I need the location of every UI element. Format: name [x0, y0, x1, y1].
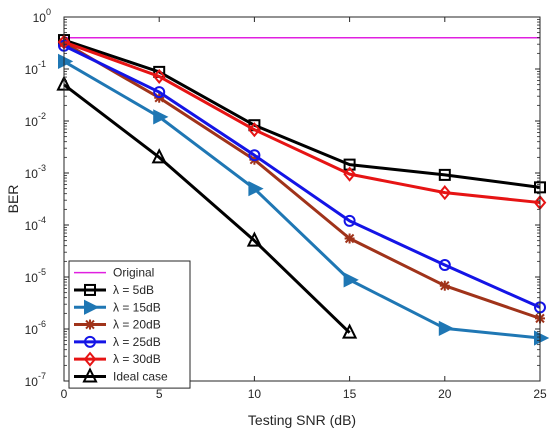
legend-entry: Original	[74, 266, 154, 280]
y-tick-exponent: -5	[38, 267, 46, 277]
data-point	[438, 185, 452, 201]
series-line	[63, 40, 541, 205]
data-point	[439, 280, 450, 291]
axes-box	[63, 16, 541, 382]
asterisk-stroke	[85, 319, 95, 330]
series-layer	[56, 34, 550, 346]
data-point	[246, 231, 263, 247]
legend-label: λ = 30dB	[113, 352, 161, 366]
data-point	[343, 166, 356, 182]
data-point	[341, 323, 358, 339]
legend-entry: λ = 15dB	[74, 299, 161, 315]
series-5	[57, 34, 547, 211]
legend-entry: Ideal case	[74, 367, 168, 383]
data-point	[248, 149, 261, 162]
x-tick-label: 5	[156, 387, 163, 401]
y-tick-exponent: -1	[38, 59, 46, 69]
legend-entry: λ = 5dB	[74, 283, 154, 297]
series-line	[63, 44, 541, 309]
data-point	[438, 168, 451, 181]
legend-label: λ = 25dB	[113, 335, 161, 349]
legend-label: λ = 5dB	[113, 283, 154, 297]
legend-entry: λ = 25dB	[74, 335, 161, 349]
legend-marker	[84, 299, 100, 315]
data-point	[248, 122, 261, 138]
x-tick-label: 10	[248, 387, 262, 401]
x-tick-label: 15	[343, 387, 357, 401]
data-point	[152, 68, 166, 84]
data-point	[58, 53, 74, 70]
x-tick-label: 0	[61, 387, 68, 401]
legend-marker	[83, 351, 97, 367]
legend-label: λ = 15dB	[113, 300, 161, 314]
legend-label: Original	[113, 266, 154, 280]
legend-marker	[84, 335, 96, 348]
data-point	[153, 86, 166, 99]
data-point	[534, 330, 550, 346]
series-1	[58, 34, 546, 194]
x-tick-label: 20	[438, 387, 452, 401]
legend-entry: λ = 20dB	[74, 318, 161, 332]
series-line	[63, 38, 541, 189]
legend: Original λ = 5dB λ = 15dB λ = 20dB λ = 25dB λ…	[68, 260, 191, 389]
x-axis-label: Testing SNR (dB)	[248, 412, 356, 428]
data-point	[153, 109, 169, 125]
x-tick-label: 25	[533, 387, 547, 401]
x-axis: 0 5 10 15 20 25	[61, 17, 547, 401]
legend-marker	[85, 319, 95, 330]
y-tick-exponent: 0	[46, 7, 51, 17]
y-tick-exponent: -2	[38, 111, 46, 121]
y-tick-exponent: -7	[38, 371, 46, 381]
legend-marker	[84, 283, 96, 296]
series-line	[63, 83, 351, 334]
data-point	[438, 320, 455, 336]
data-point	[344, 233, 355, 244]
data-point	[438, 259, 451, 272]
legend-label: λ = 20dB	[113, 318, 161, 332]
legend-marker	[82, 367, 98, 383]
series-2	[58, 53, 550, 346]
series-line	[63, 60, 541, 340]
asterisk-stroke	[440, 281, 450, 291]
y-tick-exponent: -4	[38, 215, 46, 225]
y-axis-label: BER	[5, 185, 21, 214]
y-tick-exponent: -3	[38, 163, 46, 173]
data-point	[248, 181, 264, 197]
data-point	[151, 148, 167, 164]
legend-label: Ideal case	[113, 369, 168, 383]
data-point	[343, 214, 356, 227]
asterisk-stroke	[344, 233, 355, 244]
y-tick-exponent: -6	[38, 319, 46, 329]
data-point	[343, 272, 359, 288]
legend-entry: λ = 30dB	[74, 351, 161, 367]
series-line	[63, 41, 541, 320]
